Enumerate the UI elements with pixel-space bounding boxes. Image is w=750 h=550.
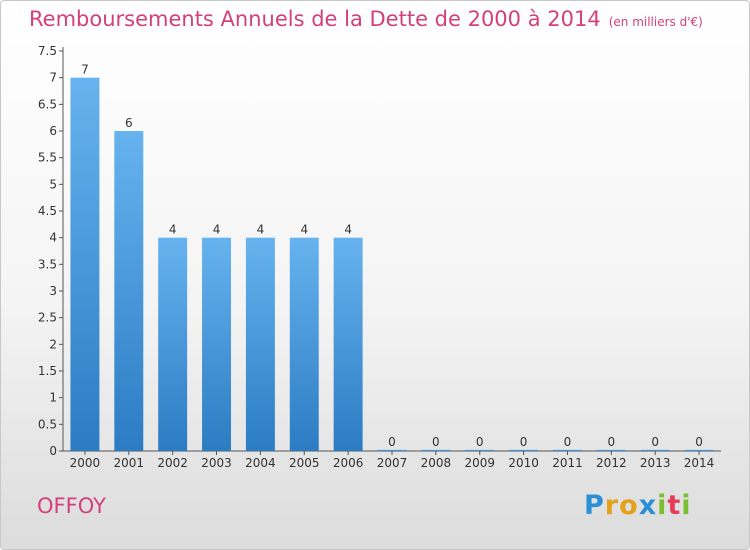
x-tick-label-2006: 2006 <box>333 456 364 470</box>
y-tick-label: 2.5 <box>38 311 57 325</box>
y-tick-label: 7 <box>49 71 57 85</box>
bar-2012 <box>596 449 626 451</box>
bar-2004 <box>245 237 275 451</box>
y-tick-label: 6.5 <box>38 97 57 111</box>
logo-letter: i <box>681 490 692 521</box>
bar-2007 <box>377 449 407 451</box>
y-tick-label: 4 <box>49 231 57 245</box>
logo-letter: t <box>667 490 682 521</box>
bar-2011 <box>552 449 582 451</box>
bar-2014 <box>684 449 714 451</box>
data-label-2008: 0 <box>432 435 440 449</box>
x-tick-label-2009: 2009 <box>464 456 495 470</box>
bar-2003 <box>202 237 232 451</box>
y-tick-label: 1.5 <box>38 364 57 378</box>
bars <box>70 77 714 452</box>
bar-2001 <box>114 131 144 451</box>
labels: 2000 7 2001 6 2002 4 2003 4 2004 4 2005 4 2006 4 2007 0… <box>70 63 715 470</box>
data-label-2002: 4 <box>169 223 177 237</box>
x-tick-label-2014: 2014 <box>684 456 715 470</box>
axes: 0 0.5 1 1.5 2 2.5 3 3.5 4 4.5 5 5.5 6 6.5 7 7.5 <box>38 44 721 458</box>
data-label-2014: 0 <box>695 435 703 449</box>
x-tick-label-2004: 2004 <box>245 456 276 470</box>
y-tick-label: 7.5 <box>38 44 57 58</box>
bar-2000 <box>70 77 100 452</box>
y-tick-label: 0.5 <box>38 417 57 431</box>
data-label-2000: 7 <box>81 63 89 77</box>
y-tick-label: 6 <box>49 124 57 138</box>
bar-2006 <box>333 237 363 451</box>
x-tick-label-2002: 2002 <box>157 456 188 470</box>
y-tick-label: 3 <box>49 284 57 298</box>
x-tick-label-2013: 2013 <box>640 456 671 470</box>
logo-letter: i <box>657 490 668 521</box>
chart-unit: (en milliers d'€) <box>608 15 703 29</box>
bar-2002 <box>158 237 188 451</box>
title-row: Remboursements Annuels de la Dette de 20… <box>29 7 703 31</box>
bar-2009 <box>465 449 495 451</box>
data-label-2007: 0 <box>388 435 396 449</box>
x-tick-label-2011: 2011 <box>552 456 583 470</box>
bar-2008 <box>421 449 451 451</box>
x-tick-label-2010: 2010 <box>508 456 539 470</box>
logo-letter: o <box>619 490 639 521</box>
y-tick-label: 5 <box>49 177 57 191</box>
y-tick-label: 4.5 <box>38 204 57 218</box>
bar-2013 <box>640 449 670 451</box>
x-tick-label-2000: 2000 <box>70 456 101 470</box>
y-tick-label: 3.5 <box>38 257 57 271</box>
y-tick-label: 0 <box>49 444 57 458</box>
y-tick-label: 2 <box>49 337 57 351</box>
x-tick-label-2001: 2001 <box>114 456 145 470</box>
y-tick-label: 1 <box>49 391 57 405</box>
bar-2005 <box>289 237 319 451</box>
x-tick-label-2005: 2005 <box>289 456 320 470</box>
data-label-2005: 4 <box>300 223 308 237</box>
data-label-2013: 0 <box>651 435 659 449</box>
proxiti-logo: Proxiti <box>584 490 692 521</box>
logo-letter: r <box>604 490 620 521</box>
x-tick-label-2008: 2008 <box>421 456 452 470</box>
x-tick-label-2003: 2003 <box>201 456 232 470</box>
x-tick-label-2007: 2007 <box>377 456 408 470</box>
logo-letter: P <box>584 490 605 521</box>
logo-letter: x <box>638 490 658 521</box>
bar-2010 <box>509 449 539 451</box>
data-label-2003: 4 <box>213 223 221 237</box>
data-label-2006: 4 <box>344 223 352 237</box>
data-label-2001: 6 <box>125 116 133 130</box>
chart-title: Remboursements Annuels de la Dette de 20… <box>29 7 601 31</box>
data-label-2012: 0 <box>608 435 616 449</box>
data-label-2011: 0 <box>564 435 572 449</box>
x-tick-label-2012: 2012 <box>596 456 627 470</box>
data-label-2009: 0 <box>476 435 484 449</box>
data-label-2010: 0 <box>520 435 528 449</box>
data-label-2004: 4 <box>257 223 265 237</box>
y-tick-label: 5.5 <box>38 151 57 165</box>
commune-name: OFFOY <box>37 494 106 518</box>
